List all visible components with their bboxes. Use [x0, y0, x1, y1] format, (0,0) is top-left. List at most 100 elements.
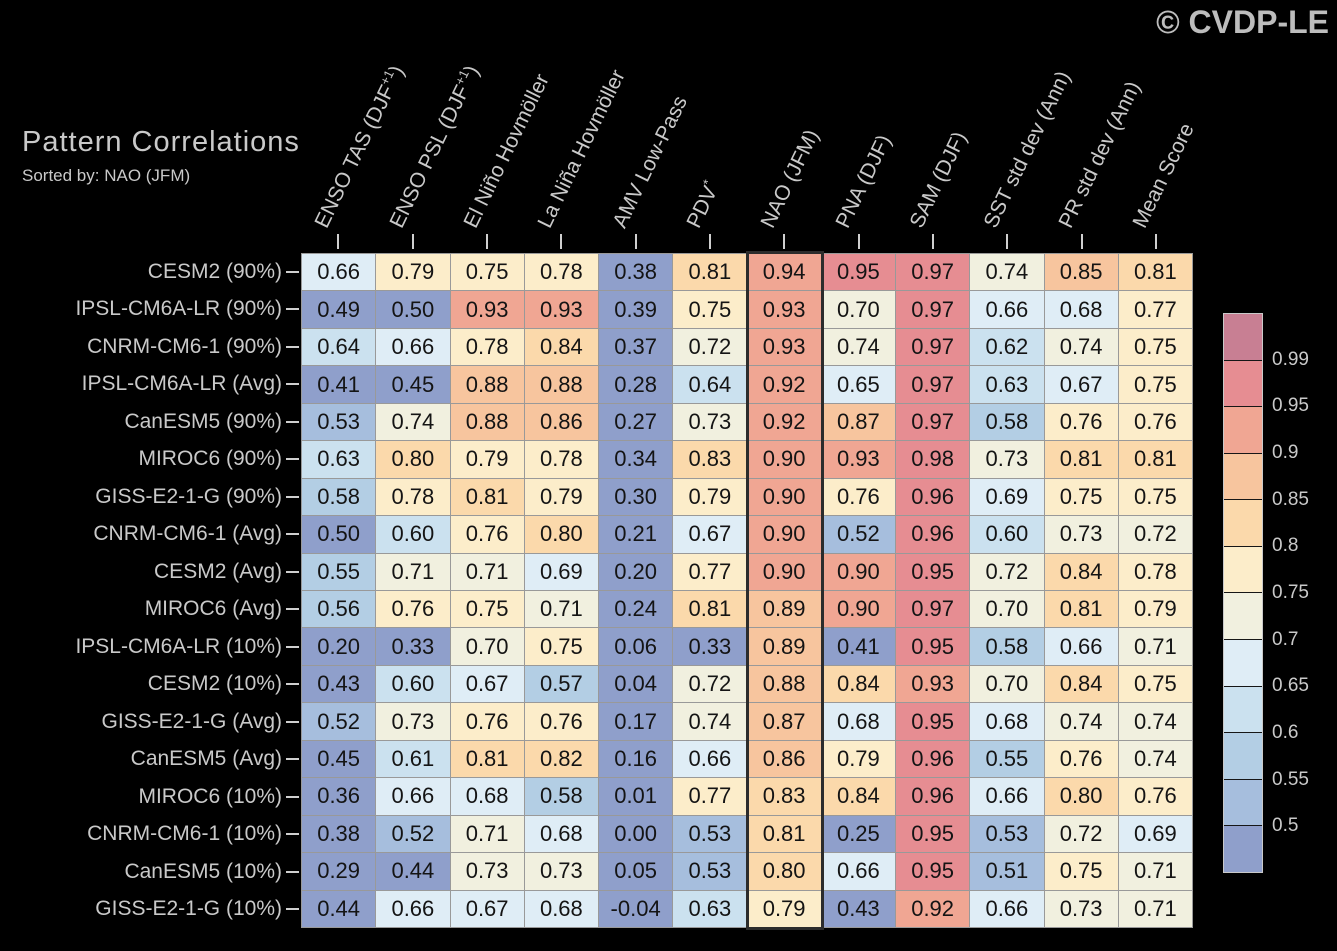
heatmap-cell: 0.78 — [376, 478, 450, 516]
heatmap-cell: 0.25 — [821, 815, 895, 853]
heatmap-cell: 0.92 — [747, 366, 821, 403]
heatmap-cell: 0.93 — [747, 291, 821, 328]
heatmap-cell: 0.76 — [376, 590, 450, 628]
heatmap-cell: 0.80 — [747, 853, 821, 890]
heatmap-cell: 0.74 — [1044, 328, 1118, 366]
heatmap-cell: 0.74 — [376, 403, 450, 441]
colorbar-segment — [1224, 499, 1262, 546]
colorbar-label: 0.7 — [1272, 628, 1299, 650]
heatmap-cell: 0.50 — [376, 291, 450, 328]
heatmap-cell: 0.60 — [376, 516, 450, 553]
heatmap-cell: 0.75 — [1118, 665, 1192, 703]
heatmap-cell: 0.72 — [1118, 516, 1192, 553]
heatmap-cell: 0.74 — [1118, 740, 1192, 778]
heatmap-cell: 0.60 — [970, 516, 1044, 553]
heatmap-cell: 0.58 — [524, 778, 598, 815]
heatmap-cell: 0.80 — [524, 516, 598, 553]
heatmap-cell: 0.75 — [673, 291, 747, 328]
heatmap-cell: 0.95 — [896, 553, 970, 590]
heatmap-cell: 0.90 — [747, 516, 821, 553]
heatmap-cell: 0.93 — [747, 328, 821, 366]
heatmap-cell: 0.52 — [376, 815, 450, 853]
heatmap-cell: 0.50 — [302, 516, 376, 553]
heatmap-cell: 0.68 — [970, 703, 1044, 740]
row-label: IPSL-CM6A-LR (90%) — [75, 297, 282, 321]
heatmap-cell: 0.33 — [673, 628, 747, 665]
column-tick — [931, 234, 934, 249]
heatmap-cell: 0.75 — [450, 590, 524, 628]
heatmap-cell: 0.79 — [1118, 590, 1192, 628]
heatmap-cell: 0.84 — [821, 665, 895, 703]
colorbar-label: 0.5 — [1272, 815, 1299, 837]
heatmap-cell: 0.73 — [970, 441, 1044, 478]
heatmap-cell: 0.66 — [376, 778, 450, 815]
heatmap-cell: 0.63 — [673, 890, 747, 927]
heatmap-cell: 0.81 — [1118, 441, 1192, 478]
heatmap-cell: 0.53 — [970, 815, 1044, 853]
heatmap-cell: 0.83 — [747, 778, 821, 815]
heatmap-cell: 0.65 — [821, 366, 895, 403]
heatmap-cell: 0.75 — [450, 254, 524, 291]
column-tick — [634, 234, 637, 249]
heatmap-cell: 0.71 — [376, 553, 450, 590]
column-tick — [783, 234, 786, 249]
heatmap-cell: 0.76 — [450, 516, 524, 553]
heatmap-cell: -0.04 — [599, 890, 673, 927]
column-tick — [560, 234, 563, 249]
heatmap-cell: 0.76 — [1118, 778, 1192, 815]
row-label: MIROC6 (Avg) — [144, 597, 282, 621]
row-tick — [286, 608, 299, 611]
heatmap-cell: 0.81 — [673, 590, 747, 628]
heatmap-cell: 0.73 — [1044, 516, 1118, 553]
colorbar-segment — [1224, 406, 1262, 453]
column-tick — [337, 234, 340, 249]
colorbar-segment — [1224, 545, 1262, 593]
heatmap-cell: 0.58 — [302, 478, 376, 516]
row-tick — [286, 495, 299, 498]
heatmap-cell: 0.45 — [302, 740, 376, 778]
colorbar-segment — [1224, 314, 1262, 360]
heatmap-cell: 0.61 — [376, 740, 450, 778]
heatmap-cell: 0.70 — [970, 590, 1044, 628]
heatmap-cell: 0.21 — [599, 516, 673, 553]
heatmap-cell: 0.90 — [747, 553, 821, 590]
heatmap-cell: 0.69 — [524, 553, 598, 590]
heatmap-cell: 0.45 — [376, 366, 450, 403]
heatmap-cell: 0.75 — [524, 628, 598, 665]
heatmap-cell: 0.68 — [821, 703, 895, 740]
heatmap-cell: 0.84 — [524, 328, 598, 366]
colorbar-segment — [1224, 359, 1262, 407]
heatmap-cell: 0.76 — [821, 478, 895, 516]
row-label: IPSL-CM6A-LR (10%) — [75, 634, 282, 658]
row-label: CanESM5 (10%) — [124, 859, 282, 883]
heatmap-cell: 0.74 — [1044, 703, 1118, 740]
heatmap-cell: 0.89 — [747, 590, 821, 628]
row-tick — [286, 795, 299, 798]
heatmap-cell: 0.80 — [376, 441, 450, 478]
heatmap-cell: 0.63 — [302, 441, 376, 478]
row-label: CNRM-CM6-1 (90%) — [87, 334, 282, 358]
sort-subtitle: Sorted by: NAO (JFM) — [22, 166, 191, 185]
heatmap-cell: 0.27 — [599, 403, 673, 441]
heatmap-cell: 0.81 — [1118, 254, 1192, 291]
heatmap-cell: 0.93 — [450, 291, 524, 328]
column-tick — [1006, 234, 1009, 249]
heatmap-cell: 0.94 — [747, 254, 821, 291]
heatmap-cell: 0.72 — [1044, 815, 1118, 853]
heatmap-cell: 0.66 — [970, 778, 1044, 815]
row-label: GISS-E2-1-G (90%) — [95, 484, 282, 508]
heatmap-cell: 0.30 — [599, 478, 673, 516]
heatmap-cell: 0.67 — [450, 665, 524, 703]
row-label: CESM2 (Avg) — [154, 559, 282, 583]
column-header: Mean Score — [1128, 119, 1199, 232]
row-tick — [286, 683, 299, 686]
heatmap-cell: 0.06 — [599, 628, 673, 665]
heatmap-cell: 0.79 — [450, 441, 524, 478]
heatmap-cell: 0.84 — [1044, 553, 1118, 590]
heatmap-cell: 0.97 — [896, 328, 970, 366]
row-tick — [286, 908, 299, 911]
heatmap-cell: 0.00 — [599, 815, 673, 853]
heatmap-cell: 0.17 — [599, 703, 673, 740]
heatmap-cell: 0.96 — [896, 740, 970, 778]
column-header: PR std dev (Ann) — [1053, 77, 1145, 232]
